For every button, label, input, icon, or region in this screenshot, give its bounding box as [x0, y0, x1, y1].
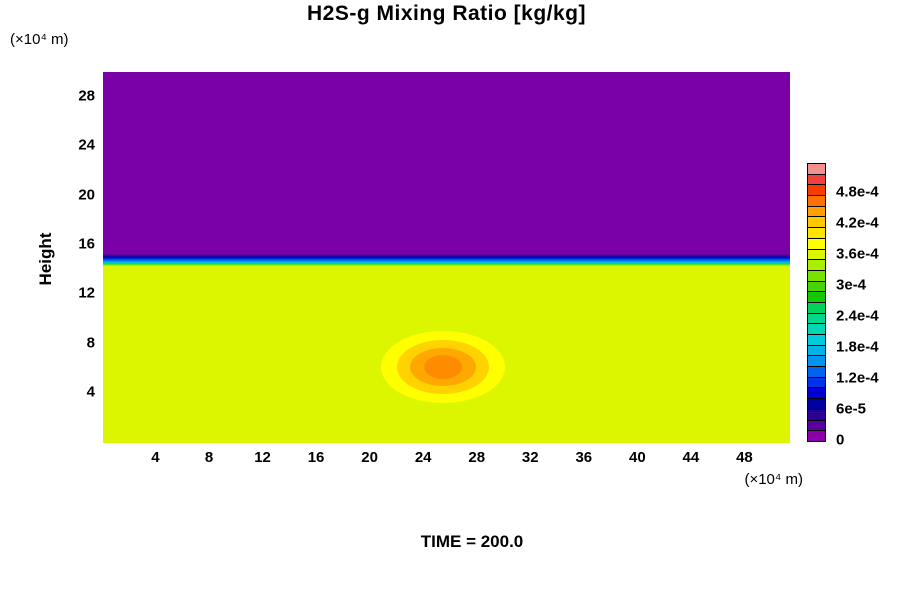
plot-area	[103, 72, 790, 443]
x-tick-label: 44	[682, 449, 700, 466]
colorbar-cell	[808, 292, 825, 303]
colorbar-cell	[808, 302, 825, 314]
y-tick-label: 20	[78, 186, 95, 204]
y-axis-unit-label: (×10⁴ m)	[10, 31, 69, 48]
colorbar-cell	[808, 431, 825, 441]
colorbar-cell	[808, 399, 825, 410]
colorbar-tick-label: 4.8e-4	[836, 183, 879, 201]
colorbar-cell	[808, 270, 825, 282]
colorbar-cell	[808, 206, 825, 218]
time-label: TIME = 200.0	[420, 532, 524, 551]
y-tick-label: 24	[78, 136, 95, 154]
colorbar-cell	[808, 217, 825, 229]
x-axis-unit-label: (×10⁴ m)	[744, 471, 803, 488]
y-axis-title: Height	[36, 232, 55, 286]
colorbar	[807, 163, 826, 442]
chart-title: H2S-g Mixing Ratio [kg/kg]	[306, 2, 586, 25]
x-tick-label: 28	[468, 449, 486, 466]
colorbar-cell	[808, 345, 825, 357]
colorbar-tick-label: 2.4e-4	[836, 307, 879, 325]
colorbar-cell	[808, 367, 825, 378]
colorbar-cell	[808, 196, 825, 207]
colorbar-tick-label: 1.8e-4	[836, 338, 879, 356]
x-tick-label: 12	[254, 449, 271, 466]
x-tick-label: 32	[521, 449, 539, 466]
colorbar-cell	[808, 356, 825, 368]
colorbar-cell	[808, 164, 825, 175]
colorbar-cell	[808, 335, 825, 346]
colorbar-tick-label: 3.6e-4	[836, 245, 879, 263]
x-tick-label: 20	[361, 449, 378, 466]
colorbar-cell	[808, 388, 825, 400]
y-tick-label: 4	[86, 383, 95, 401]
colorbar-cell	[808, 228, 825, 239]
colorbar-cell	[808, 260, 825, 271]
x-tick-label: 4	[151, 449, 160, 466]
colorbar-cell	[808, 409, 825, 421]
y-tick-label: 8	[86, 334, 95, 352]
colorbar-cell	[808, 238, 825, 250]
colorbar-cell	[808, 377, 825, 389]
colorbar-tick-label: 1.2e-4	[836, 369, 879, 387]
colorbar-tick-label: 4.2e-4	[836, 214, 879, 232]
y-tick-label: 16	[78, 235, 95, 253]
interface-gradient-band	[103, 252, 790, 267]
x-tick-label: 48	[736, 449, 753, 466]
y-tick-label: 12	[78, 284, 95, 302]
x-tick-label: 40	[628, 449, 646, 466]
colorbar-cell	[808, 185, 825, 197]
y-tick-label: 28	[78, 87, 95, 105]
colorbar-cell	[808, 249, 825, 261]
x-tick-label: 24	[414, 449, 432, 466]
upper-layer-region	[103, 72, 790, 253]
colorbar-cell	[808, 324, 825, 335]
colorbar-tick-label: 6e-5	[836, 400, 867, 418]
colorbar-cell	[808, 281, 825, 293]
x-tick-label: 8	[204, 449, 214, 466]
colorbar-tick-label: 3e-4	[836, 276, 867, 294]
colorbar-cell	[808, 313, 825, 325]
x-tick-label: 36	[575, 449, 593, 466]
x-tick-label: 16	[307, 449, 325, 466]
colorbar-tick-label: 0	[836, 431, 845, 449]
colorbar-cell	[808, 420, 825, 432]
plume-contour-ellipse	[424, 355, 463, 380]
colorbar-cell	[808, 174, 825, 186]
